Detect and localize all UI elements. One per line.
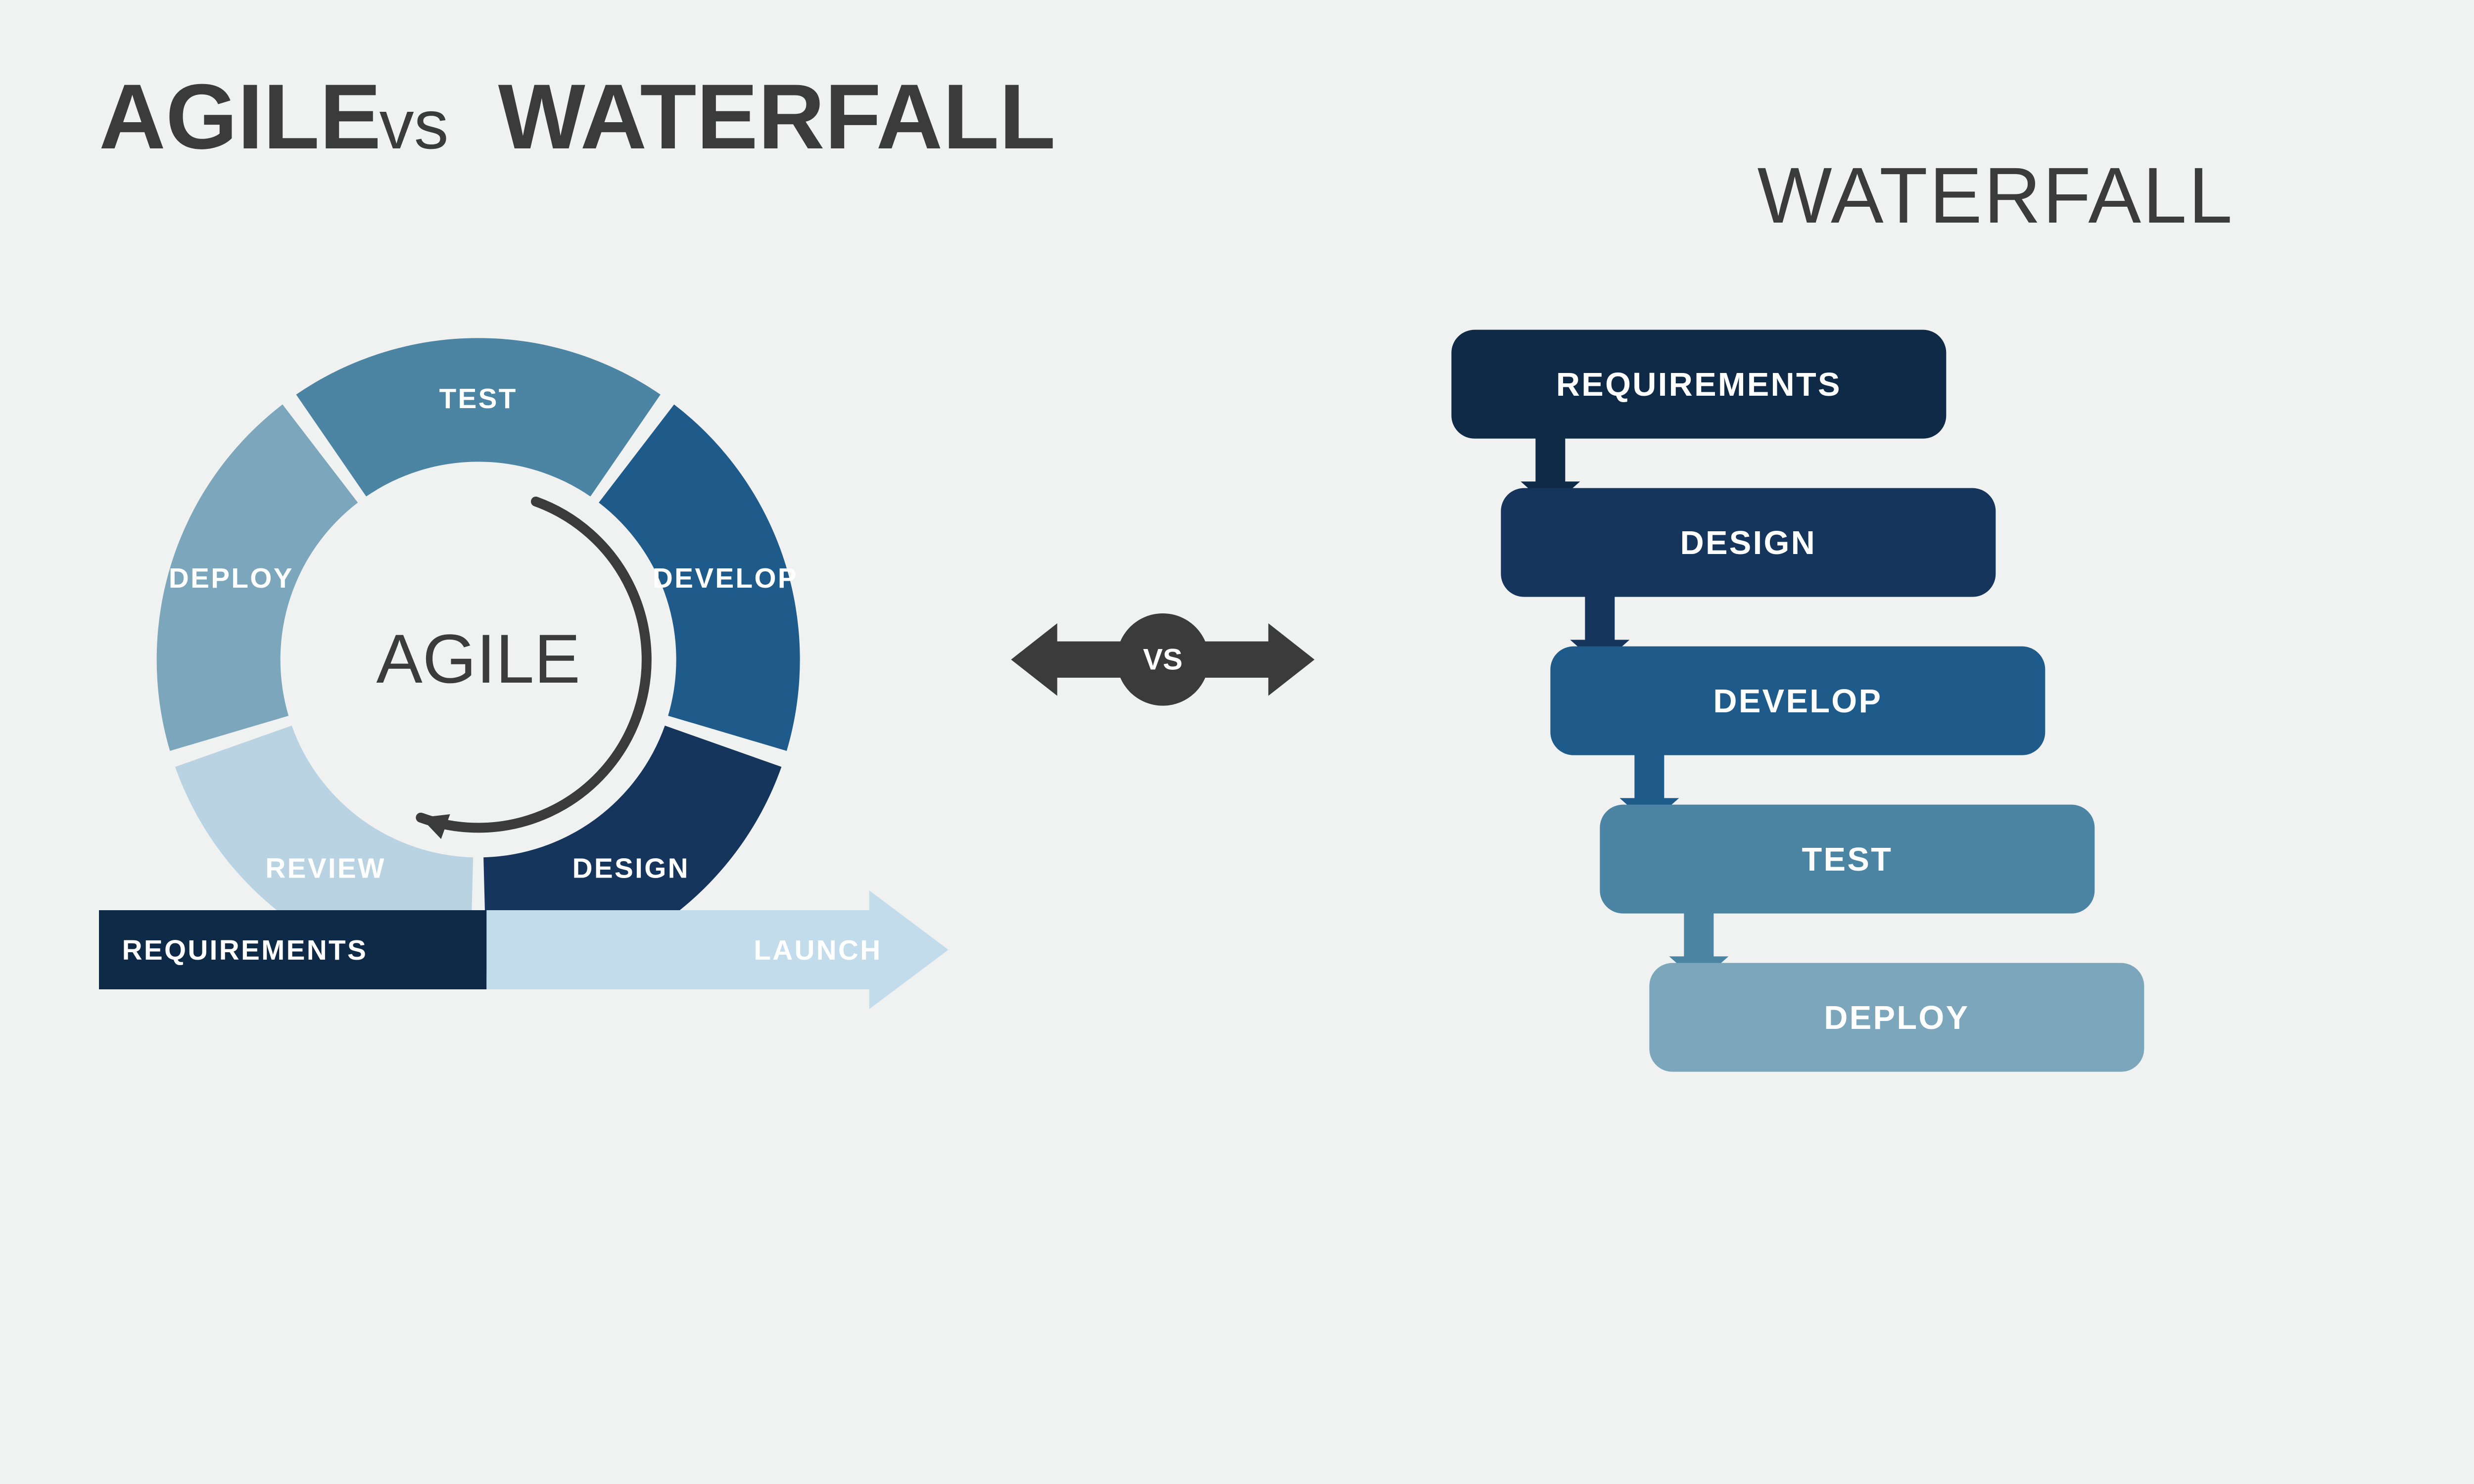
agile-segment-label: REVIEW <box>265 853 386 884</box>
agile-center-label: AGILE <box>376 620 580 697</box>
agile-requirements-label: REQUIREMENTS <box>122 935 368 966</box>
title-word: AGILE <box>99 65 381 168</box>
agile-segment-label: TEST <box>439 383 518 415</box>
agile-segment-label: DESIGN <box>572 853 690 884</box>
waterfall-heading: WATERFALL <box>1758 151 2235 239</box>
waterfall-box-label: DESIGN <box>1680 525 1817 561</box>
main-title: AGILEvs WATERFALL <box>99 65 1055 168</box>
agile-segment-label: DEVELOP <box>653 563 798 594</box>
vs-label: VS <box>1143 643 1183 676</box>
title-word: vs <box>380 86 449 163</box>
agile-launch-label: LAUNCH <box>754 935 882 966</box>
diagram-canvas: AGILEvsWATERFALLDEPLOYTESTDEVELOPDESIGNR… <box>0 0 2474 1237</box>
waterfall-box-label: DEPLOY <box>1824 1000 1969 1036</box>
waterfall-box-label: DEVELOP <box>1713 683 1882 720</box>
title-word: WATERFALL <box>498 65 1056 168</box>
waterfall-box-label: TEST <box>1802 841 1893 878</box>
agile-segment-label: DEPLOY <box>169 563 294 594</box>
waterfall-box-label: REQUIREMENTS <box>1556 367 1842 403</box>
